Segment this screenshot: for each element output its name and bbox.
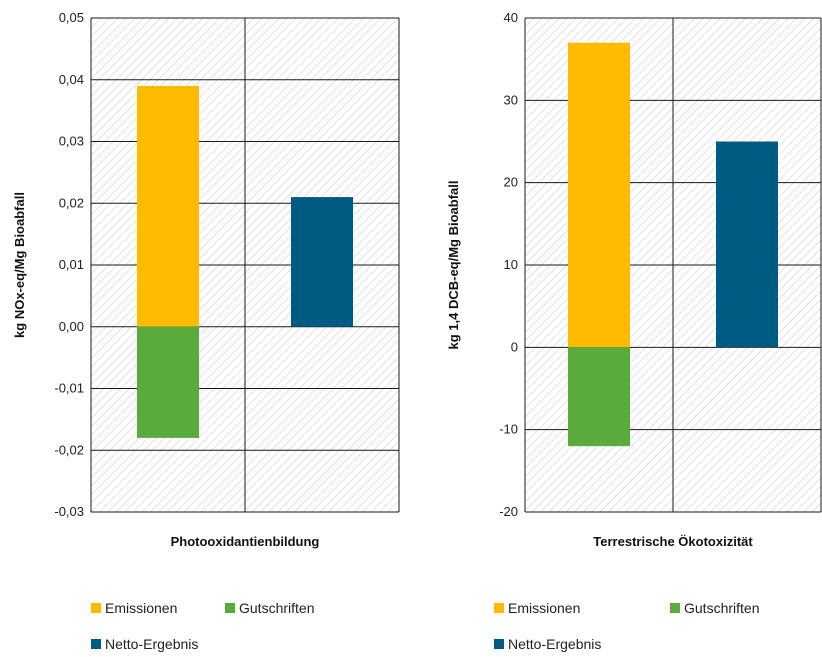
chart-2: 40 30 20 10 0 -10 -20 kg 1,4 DCB-eq/Mg Bioabfal… (446, 10, 822, 652)
legend-label: Gutschriften (684, 600, 759, 616)
y-tick-label: 10 (504, 257, 518, 272)
category-label: Terrestrische Ökotoxizität (593, 534, 753, 549)
bar-emissionen (568, 42, 630, 348)
legend: Emissionen Gutschriften Netto-Ergebnis (91, 600, 314, 652)
y-tick-label: -10 (499, 422, 518, 437)
y-tick-label: 0,03 (59, 134, 84, 149)
y-tick-label: -0,03 (54, 504, 84, 519)
y-tick-label: -20 (499, 504, 518, 519)
y-axis-title: kg 1,4 DCB-eq/Mg Bioabfall (446, 180, 461, 349)
y-tick-label: -0,02 (54, 442, 84, 457)
y-tick-label: 30 (504, 92, 518, 107)
legend-swatch (494, 603, 504, 613)
y-tick-label: 0 (511, 339, 518, 354)
y-tick-label: 0,01 (59, 257, 84, 272)
bar-emissionen (137, 85, 199, 327)
legend-label: Netto-Ergebnis (105, 636, 198, 652)
bar-gutschriften (137, 326, 199, 438)
y-tick-label: 0,02 (59, 195, 84, 210)
legend-swatch (225, 603, 235, 613)
category-label: Photooxidantienbildung (171, 534, 320, 549)
y-tick-label: -0,01 (54, 381, 84, 396)
legend-swatch (670, 603, 680, 613)
legend-swatch (494, 639, 504, 649)
legend-label: Emissionen (508, 600, 580, 616)
y-tick-label: 0,00 (59, 319, 84, 334)
legend-label: Netto-Ergebnis (508, 636, 601, 652)
legend-label: Gutschriften (239, 600, 314, 616)
y-axis-title: kg NOx-eq/Mg Bioabfall (12, 192, 27, 338)
legend-swatch (91, 639, 101, 649)
legend-label: Emissionen (105, 600, 177, 616)
y-tick-label: 0,05 (59, 10, 84, 25)
bar-netto-ergebnis (291, 197, 353, 327)
legend: Emissionen Gutschriften Netto-Ergebnis (494, 600, 759, 652)
y-tick-label: 0,04 (59, 72, 84, 87)
chart-1: 0,05 0,04 0,03 0,02 0,01 0,00 -0,01 -0,02 -0,03 k… (12, 10, 400, 652)
y-tick-label: 40 (504, 10, 518, 25)
y-tick-label: 20 (504, 175, 518, 190)
bar-gutschriften (568, 347, 630, 447)
legend-swatch (91, 603, 101, 613)
bar-netto-ergebnis (716, 141, 778, 348)
